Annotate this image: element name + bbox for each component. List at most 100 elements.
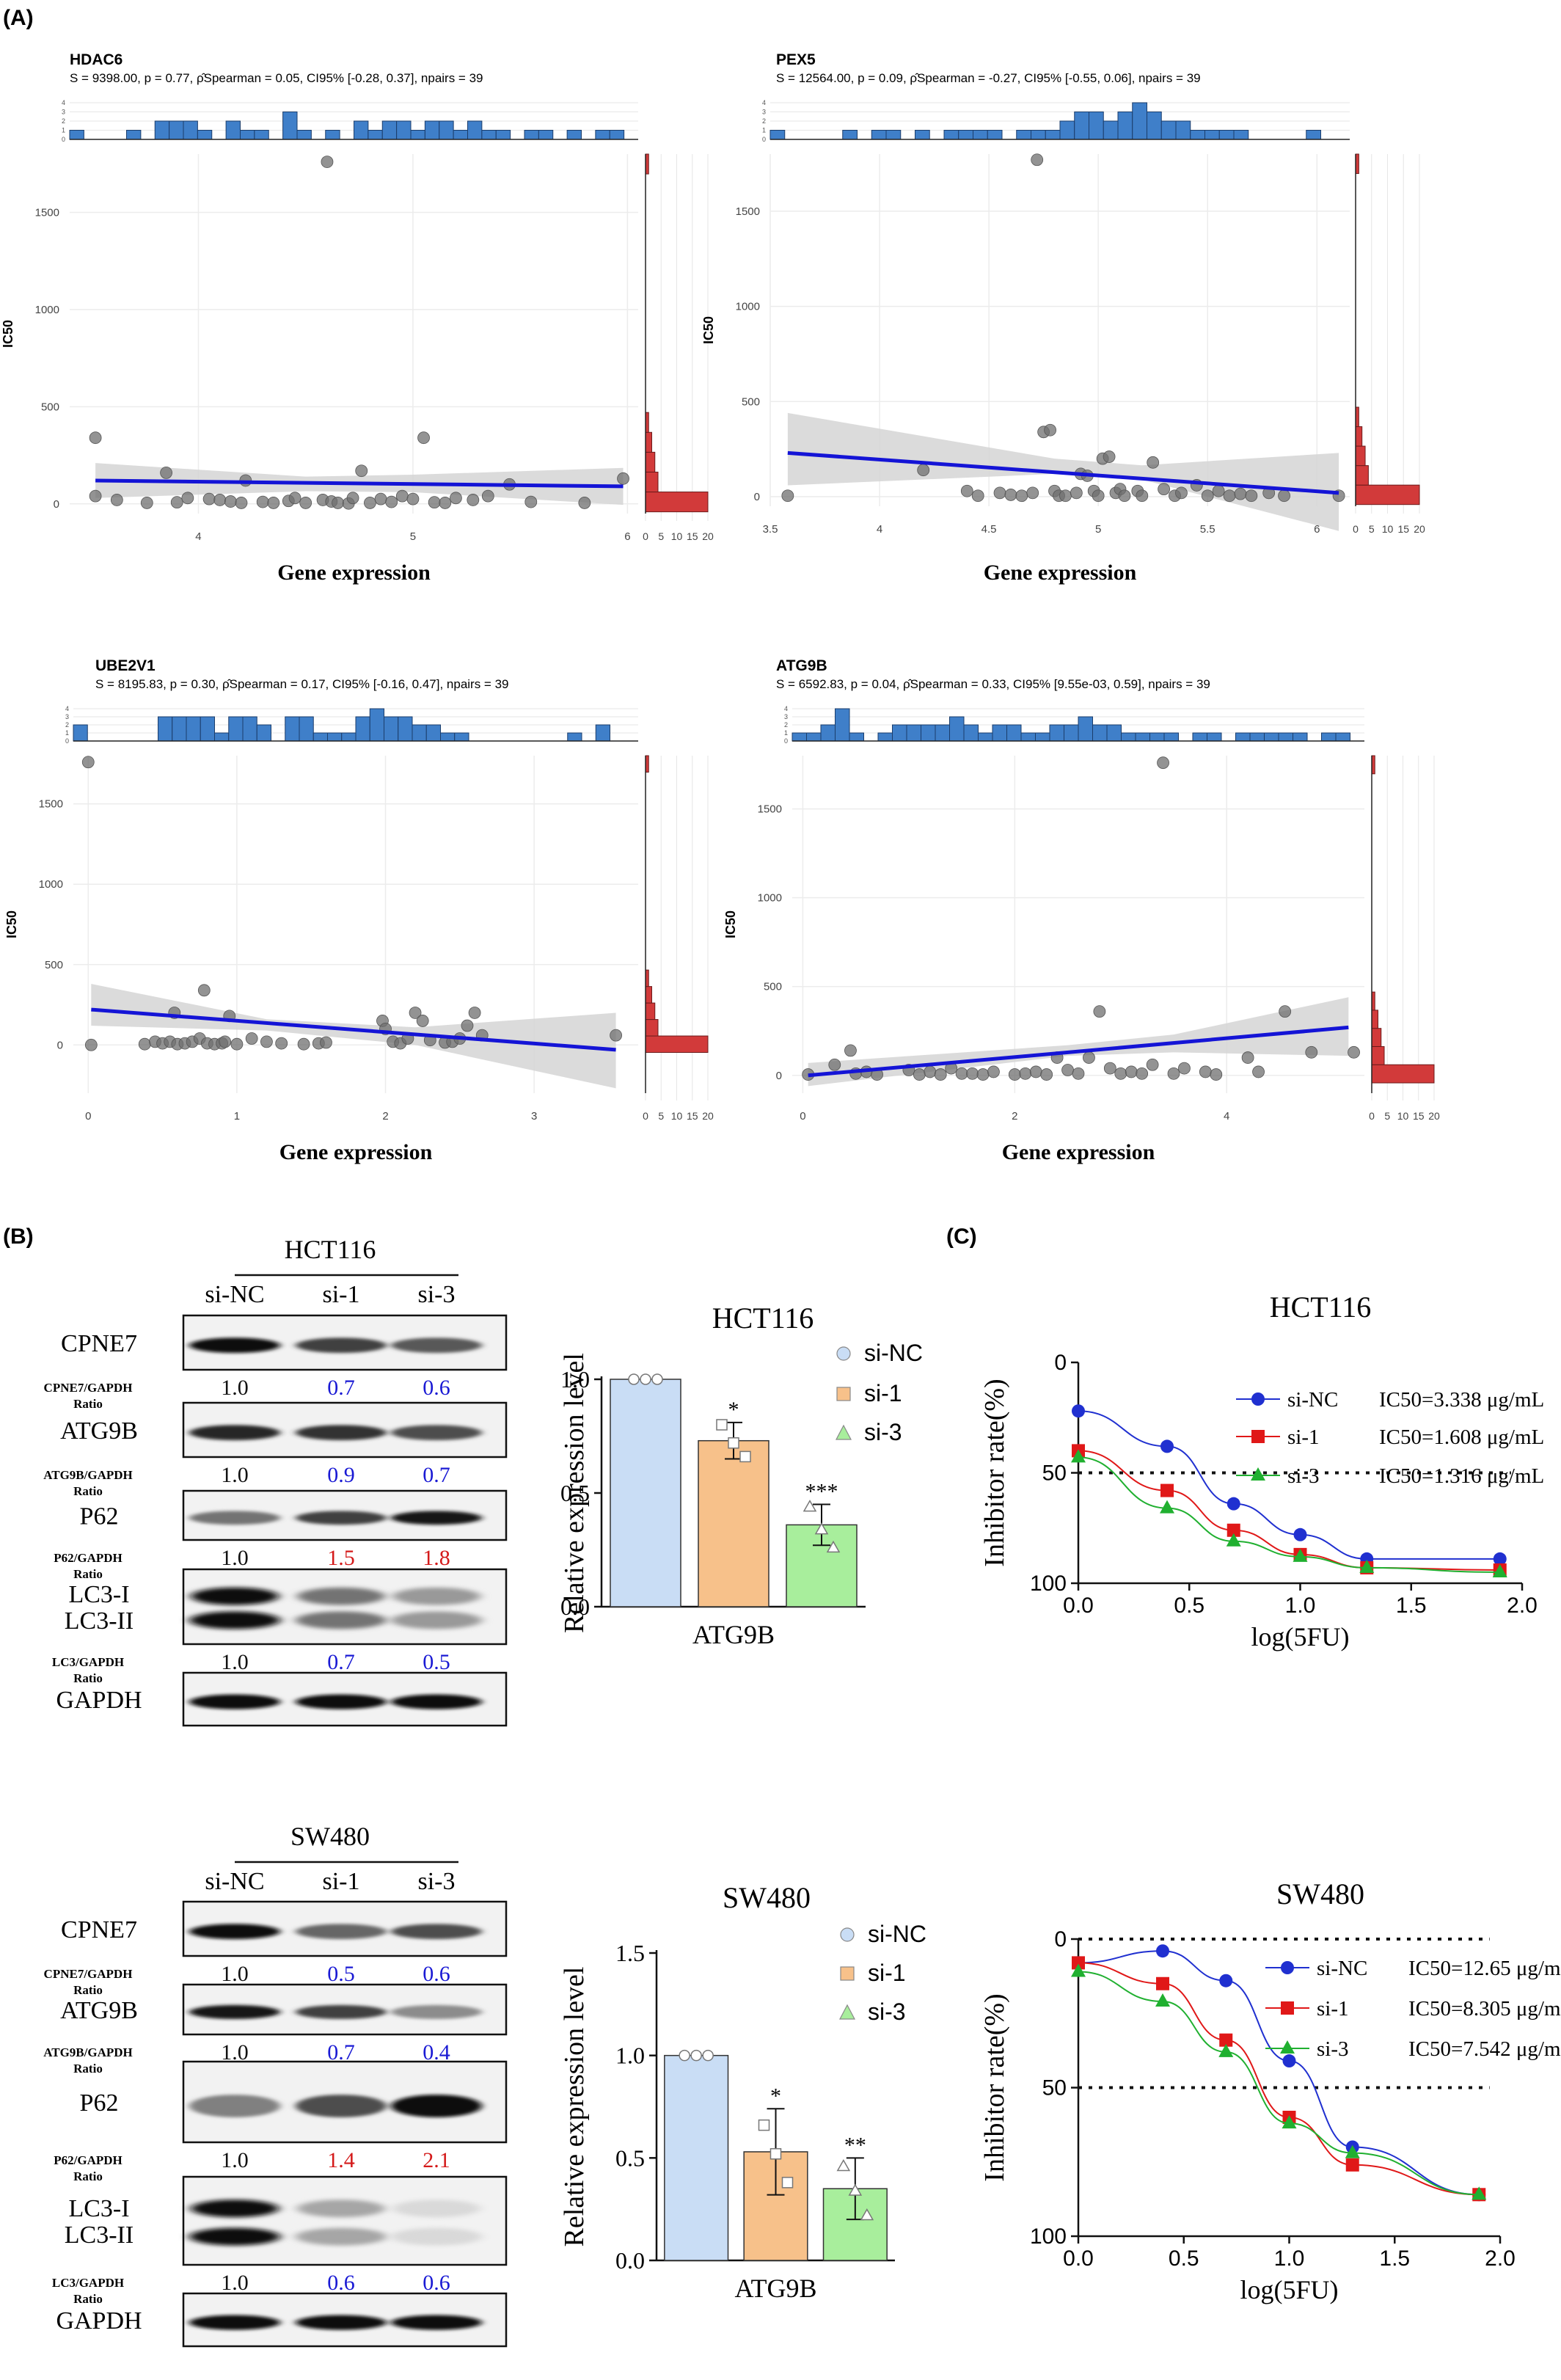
data-point — [1252, 1065, 1265, 1078]
data-point — [160, 466, 173, 479]
y-tick-label: 500 — [45, 959, 63, 971]
hist-top-bar — [240, 130, 255, 140]
lane-label: si-3 — [418, 1868, 456, 1895]
hist-top-bar — [1235, 732, 1251, 742]
panel-title: UBE2V1 — [95, 657, 156, 674]
data-point — [1241, 1051, 1254, 1064]
x-tick-label: 2.0 — [1507, 1594, 1538, 1618]
regression-line — [787, 450, 1339, 495]
hist-tick-label: 5 — [1369, 523, 1375, 535]
data-point — [417, 431, 430, 445]
hist-top-bar — [1160, 120, 1177, 140]
bar-si-1 — [698, 1439, 769, 1607]
stats-label: S = 9398.00, p = 0.77, ρ̂Spearman = 0.05… — [70, 71, 483, 85]
data-point — [299, 497, 312, 509]
protein-band — [296, 1694, 387, 1709]
ratio-value: 1.0 — [221, 2040, 249, 2065]
ratio-label: Ratio — [73, 1397, 103, 1411]
hist-top-bar — [440, 732, 456, 742]
data-point — [138, 1037, 151, 1051]
data-point — [960, 484, 973, 497]
data-point — [1279, 1005, 1292, 1018]
y-tick-label: 0 — [754, 491, 760, 503]
y-axis-label: Inhibitor rate(%) — [979, 1993, 1010, 2181]
replicate-point — [758, 2119, 770, 2131]
hist-tick-label: 5 — [1384, 1110, 1390, 1122]
chart-title: SW480 — [1276, 1877, 1364, 1910]
y-axis-label: IC50 — [723, 910, 738, 938]
replicate-point — [860, 2208, 874, 2221]
hist-top-bar — [354, 120, 369, 140]
hist-tick-label: 5 — [658, 1110, 664, 1122]
legend-label: si-NC — [1287, 1388, 1338, 1412]
hist-tick-label: 4 — [62, 99, 65, 106]
band-lc3-ii — [189, 2227, 280, 2246]
data-point — [288, 492, 301, 505]
hist-top-bar — [1132, 102, 1147, 140]
hist-tick-label: 5 — [658, 530, 664, 542]
data-point — [1015, 489, 1028, 503]
data-point — [934, 1068, 947, 1081]
hist-tick-label: 15 — [1397, 523, 1409, 535]
hist-top-bar — [835, 708, 850, 742]
hist-top-bar — [992, 724, 1007, 742]
legend-marker — [840, 1927, 855, 1942]
hist-tick-label: 20 — [1428, 1110, 1440, 1122]
panel-label-a: (A) — [3, 6, 34, 30]
hist-top-bar — [214, 732, 230, 742]
hist-right-bar — [1371, 1064, 1435, 1084]
data-point — [1178, 1062, 1191, 1075]
band-lc3-i — [392, 1587, 480, 1605]
hist-top-bar — [906, 724, 921, 742]
x-tick-label: 0 — [800, 1110, 805, 1123]
legend-label: si-3 — [868, 1998, 906, 2025]
data-point — [781, 489, 794, 503]
y-axis-label: IC50 — [701, 316, 716, 344]
y-tick-label: 50 — [1042, 2076, 1067, 2100]
data-point — [297, 1037, 310, 1051]
band-lc3-i — [392, 2200, 480, 2218]
hist-top-bar — [949, 716, 965, 742]
hist-top-bar — [1149, 732, 1165, 742]
data-point — [1029, 1065, 1042, 1078]
hist-top-bar — [398, 716, 413, 742]
fit-curve-si-NC — [1078, 1410, 1500, 1560]
hist-top-bar — [1190, 130, 1205, 140]
band-lc3-i — [297, 2200, 385, 2218]
y-axis-label: Relative expression level — [559, 1353, 590, 1633]
y-tick-label: 500 — [41, 401, 59, 413]
hist-tick-label: 3 — [762, 109, 766, 116]
data-point — [320, 1036, 332, 1049]
data-point — [1305, 1045, 1318, 1059]
y-axis-label: IC50 — [1, 320, 15, 348]
ratio-value: 1.0 — [221, 1962, 249, 1986]
data-point — [385, 495, 398, 508]
data-point — [1044, 423, 1056, 437]
bar-si-NC — [664, 2054, 729, 2261]
band-lc3-ii — [296, 2227, 387, 2246]
lane-label: si-1 — [323, 1281, 360, 1308]
x-tick-label: 6 — [624, 530, 630, 543]
data-point — [578, 497, 591, 509]
data-point-si-3 — [1071, 1449, 1086, 1463]
x-axis-label: ATG9B — [692, 1620, 775, 1649]
chart-title: HCT116 — [1270, 1291, 1372, 1324]
protein-label: LC3-I — [68, 1581, 129, 1608]
hist-top-bar — [296, 130, 312, 140]
replicate-point — [826, 1540, 841, 1553]
x-tick-label: 5.5 — [1200, 523, 1215, 536]
data-point — [1157, 756, 1169, 770]
hist-top-bar — [368, 130, 383, 140]
hist-top-bar — [197, 130, 213, 140]
data-point — [1118, 489, 1131, 503]
x-tick-label: 0.5 — [1174, 1594, 1204, 1618]
hist-tick-label: 0 — [1353, 523, 1359, 535]
y-tick-label: 50 — [1042, 1461, 1067, 1486]
protein-band — [391, 1694, 482, 1709]
data-point — [524, 495, 538, 508]
data-point — [89, 489, 102, 503]
hist-top-bar — [384, 716, 399, 742]
hist-top-bar — [325, 130, 340, 140]
hist-tick-label: 0 — [65, 737, 69, 745]
